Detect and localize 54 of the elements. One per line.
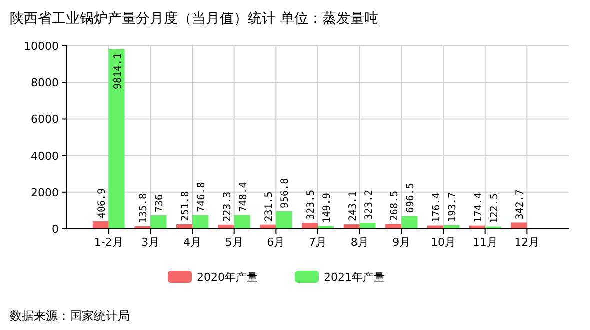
bar: [276, 211, 292, 229]
data-label: 956.8: [280, 178, 292, 208]
bar: [108, 49, 125, 229]
x-tick-label: 7月: [309, 236, 327, 249]
data-label: 193.7: [448, 192, 458, 222]
data-label: 342.7: [515, 190, 526, 220]
bar: [192, 215, 208, 229]
legend-label: 2020年产量: [197, 271, 258, 284]
data-label: 268.5: [390, 190, 401, 222]
data-label: 231.5: [264, 192, 276, 222]
y-tick-label: 2000: [31, 186, 59, 200]
data-label: 176.4: [432, 192, 442, 223]
bar: [511, 222, 528, 229]
source-note: 数据来源：国家统计局: [10, 309, 130, 323]
data-label: 323.2: [364, 190, 375, 220]
data-label: 149.9: [322, 193, 333, 224]
bar: [344, 224, 360, 229]
bar: [302, 223, 318, 229]
y-tick-label: 8000: [31, 76, 59, 90]
data-label: 251.8: [180, 191, 192, 222]
x-tick-label: 4月: [184, 236, 202, 249]
x-tick-label: 11月: [472, 236, 498, 249]
x-tick-label: 9月: [392, 236, 411, 249]
data-label: 323.5: [306, 190, 317, 220]
data-label: 736: [154, 194, 166, 213]
legend-label: 2021年产量: [324, 271, 385, 284]
data-label: 406.9: [96, 188, 108, 219]
bar: [360, 223, 376, 229]
bar: [234, 215, 250, 229]
bar: [92, 222, 109, 229]
data-label: 223.3: [222, 192, 234, 222]
data-label: 135.8: [138, 193, 150, 224]
data-label: 174.4: [473, 192, 484, 223]
y-tick-label: 4000: [31, 150, 59, 163]
x-tick-label: 10月: [431, 236, 456, 249]
data-label: 243.1: [348, 191, 359, 222]
x-tick-label: 3月: [142, 236, 160, 249]
bar: [150, 216, 167, 229]
y-tick-label: 10000: [24, 40, 59, 53]
x-tick-label: 12月: [514, 236, 540, 249]
x-tick-label: 6月: [267, 236, 286, 249]
x-tick-label: 8月: [350, 236, 369, 249]
bar: [386, 224, 402, 229]
data-label: 746.8: [196, 182, 208, 212]
data-label: 122.5: [489, 194, 500, 224]
chart-title: 陕西省工业锅炉产量分月度（当月值）统计 单位：蒸发量吨: [10, 11, 378, 27]
y-tick-label: 6000: [31, 113, 59, 126]
data-label: 748.4: [238, 182, 250, 212]
bar: [402, 216, 418, 229]
x-tick-label: 5月: [225, 236, 244, 249]
data-label: 696.5: [406, 183, 417, 214]
x-tick-label: 1-2月: [94, 236, 124, 249]
y-tick-label: 0: [52, 223, 59, 236]
data-label: 9814.1: [112, 53, 124, 90]
